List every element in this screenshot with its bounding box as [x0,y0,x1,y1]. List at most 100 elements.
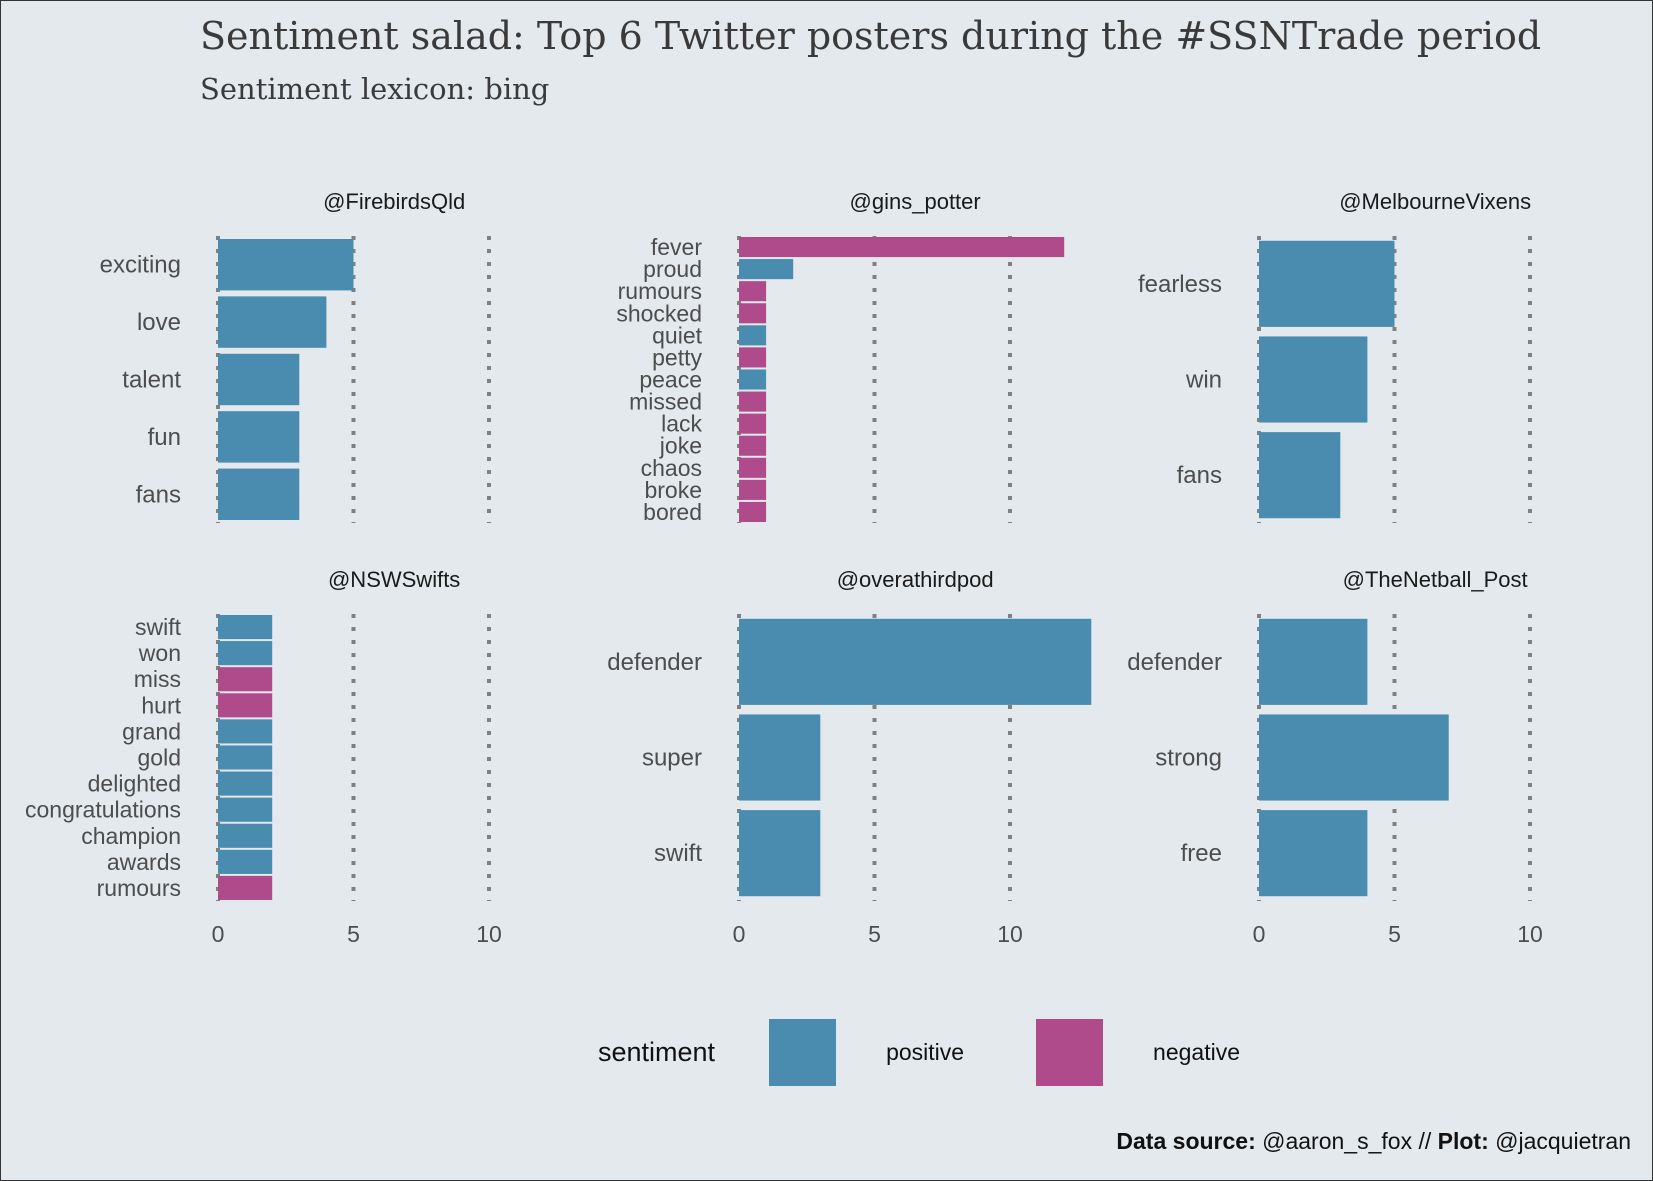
bar-label: champion [81,823,181,849]
bar [1259,618,1368,705]
legend-title: sentiment [598,1036,716,1067]
x-tick-label: 5 [1388,921,1401,947]
bar [218,797,273,822]
bar-label: hurt [141,692,181,718]
bar [739,369,767,390]
bar-label: free [1181,840,1222,867]
bar-label: rumours [97,875,181,901]
bar [739,435,767,456]
bar [739,391,767,412]
bar-label: missed [629,389,702,415]
panel-title: @MelbourneVixens [1339,189,1531,214]
bar-label: grand [122,718,181,744]
x-tick-label: 10 [997,921,1023,947]
bar [1259,240,1395,327]
x-tick-label: 5 [347,921,360,947]
bar-label: won [138,640,181,666]
x-tick-label: 5 [868,921,881,947]
bar-label: proud [643,256,702,282]
bar-label: defender [607,649,702,676]
chart-title: Sentiment salad: Top 6 Twitter posters d… [200,14,1542,58]
bar [218,849,273,874]
bar-label: delighted [88,771,181,797]
bar [218,353,300,406]
chart-subtitle: Sentiment lexicon: bing [200,72,550,106]
caption-source-label: Data source: [1116,1128,1256,1154]
caption-plot-label: Plot: [1437,1128,1489,1154]
bar-label: swift [135,614,182,640]
bar [739,303,767,324]
panel-title: @gins_potter [850,189,981,214]
bar [218,239,354,291]
x-tick-label: 0 [212,921,225,947]
caption-source-value: @aaron_s_fox // [1255,1128,1438,1154]
bar [1259,810,1368,897]
bar-label: fever [651,234,702,260]
bar-label: fans [136,481,181,508]
bar [739,479,767,500]
bar [218,296,327,348]
bar [218,641,273,666]
bar [739,618,1092,705]
x-tick-label: 0 [733,921,746,947]
bar-label: peace [639,367,702,393]
bar-label: exciting [100,252,181,279]
bar [218,411,300,463]
bar-label: strong [1155,745,1222,772]
bar [218,823,273,848]
bar-label: awards [107,849,181,875]
bar [218,468,300,520]
bar-label: quiet [652,322,702,348]
bar [739,457,767,478]
x-tick-label: 10 [476,921,502,947]
bar [739,281,767,302]
bar [739,714,821,801]
bar [218,693,273,718]
bar [739,347,767,368]
legend-key-positive [769,1018,837,1086]
bar [739,237,1065,258]
bar [739,413,767,434]
bar-label: fun [148,424,181,451]
panel-title: @NSWSwifts [328,567,460,592]
bar-label: rumours [618,278,702,304]
bar-label: broke [644,477,702,503]
bar [218,745,273,770]
bar-label: gold [138,745,181,771]
panel-title: @FirebirdsQld [323,189,465,214]
bar [218,667,273,692]
legend-label-positive: positive [886,1038,965,1065]
bar [1259,714,1449,801]
legend-key-negative [1036,1018,1104,1086]
bar [1259,336,1368,423]
bar [739,810,821,897]
legend-label-negative: negative [1153,1038,1241,1065]
panel-title: @overathirdpod [837,567,994,592]
bar-label: win [1185,367,1222,394]
bar-label: shocked [616,300,702,326]
bar-label: swift [654,840,702,867]
bar-label: chaos [641,455,702,481]
bar-label: lack [661,411,702,437]
bar [1259,432,1341,519]
panel-title: @TheNetball_Post [1343,567,1528,592]
bar-label: super [642,745,702,772]
bar-label: fearless [1138,271,1222,298]
bar-label: talent [122,367,181,394]
caption-plot-value: @jacquietran [1488,1128,1631,1154]
bar [739,259,794,280]
bar-label: joke [659,433,702,459]
bar-label: fans [1177,462,1222,489]
bar [218,719,273,744]
bar [218,771,273,796]
bar-label: petty [652,344,702,370]
legend: sentiment positive negative [598,1018,1312,1086]
bar [739,501,767,522]
x-tick-label: 0 [1253,921,1266,947]
bar-label: miss [134,666,181,692]
bar-label: congratulations [25,797,181,823]
bar [739,325,767,346]
bar-label: bored [643,499,702,525]
